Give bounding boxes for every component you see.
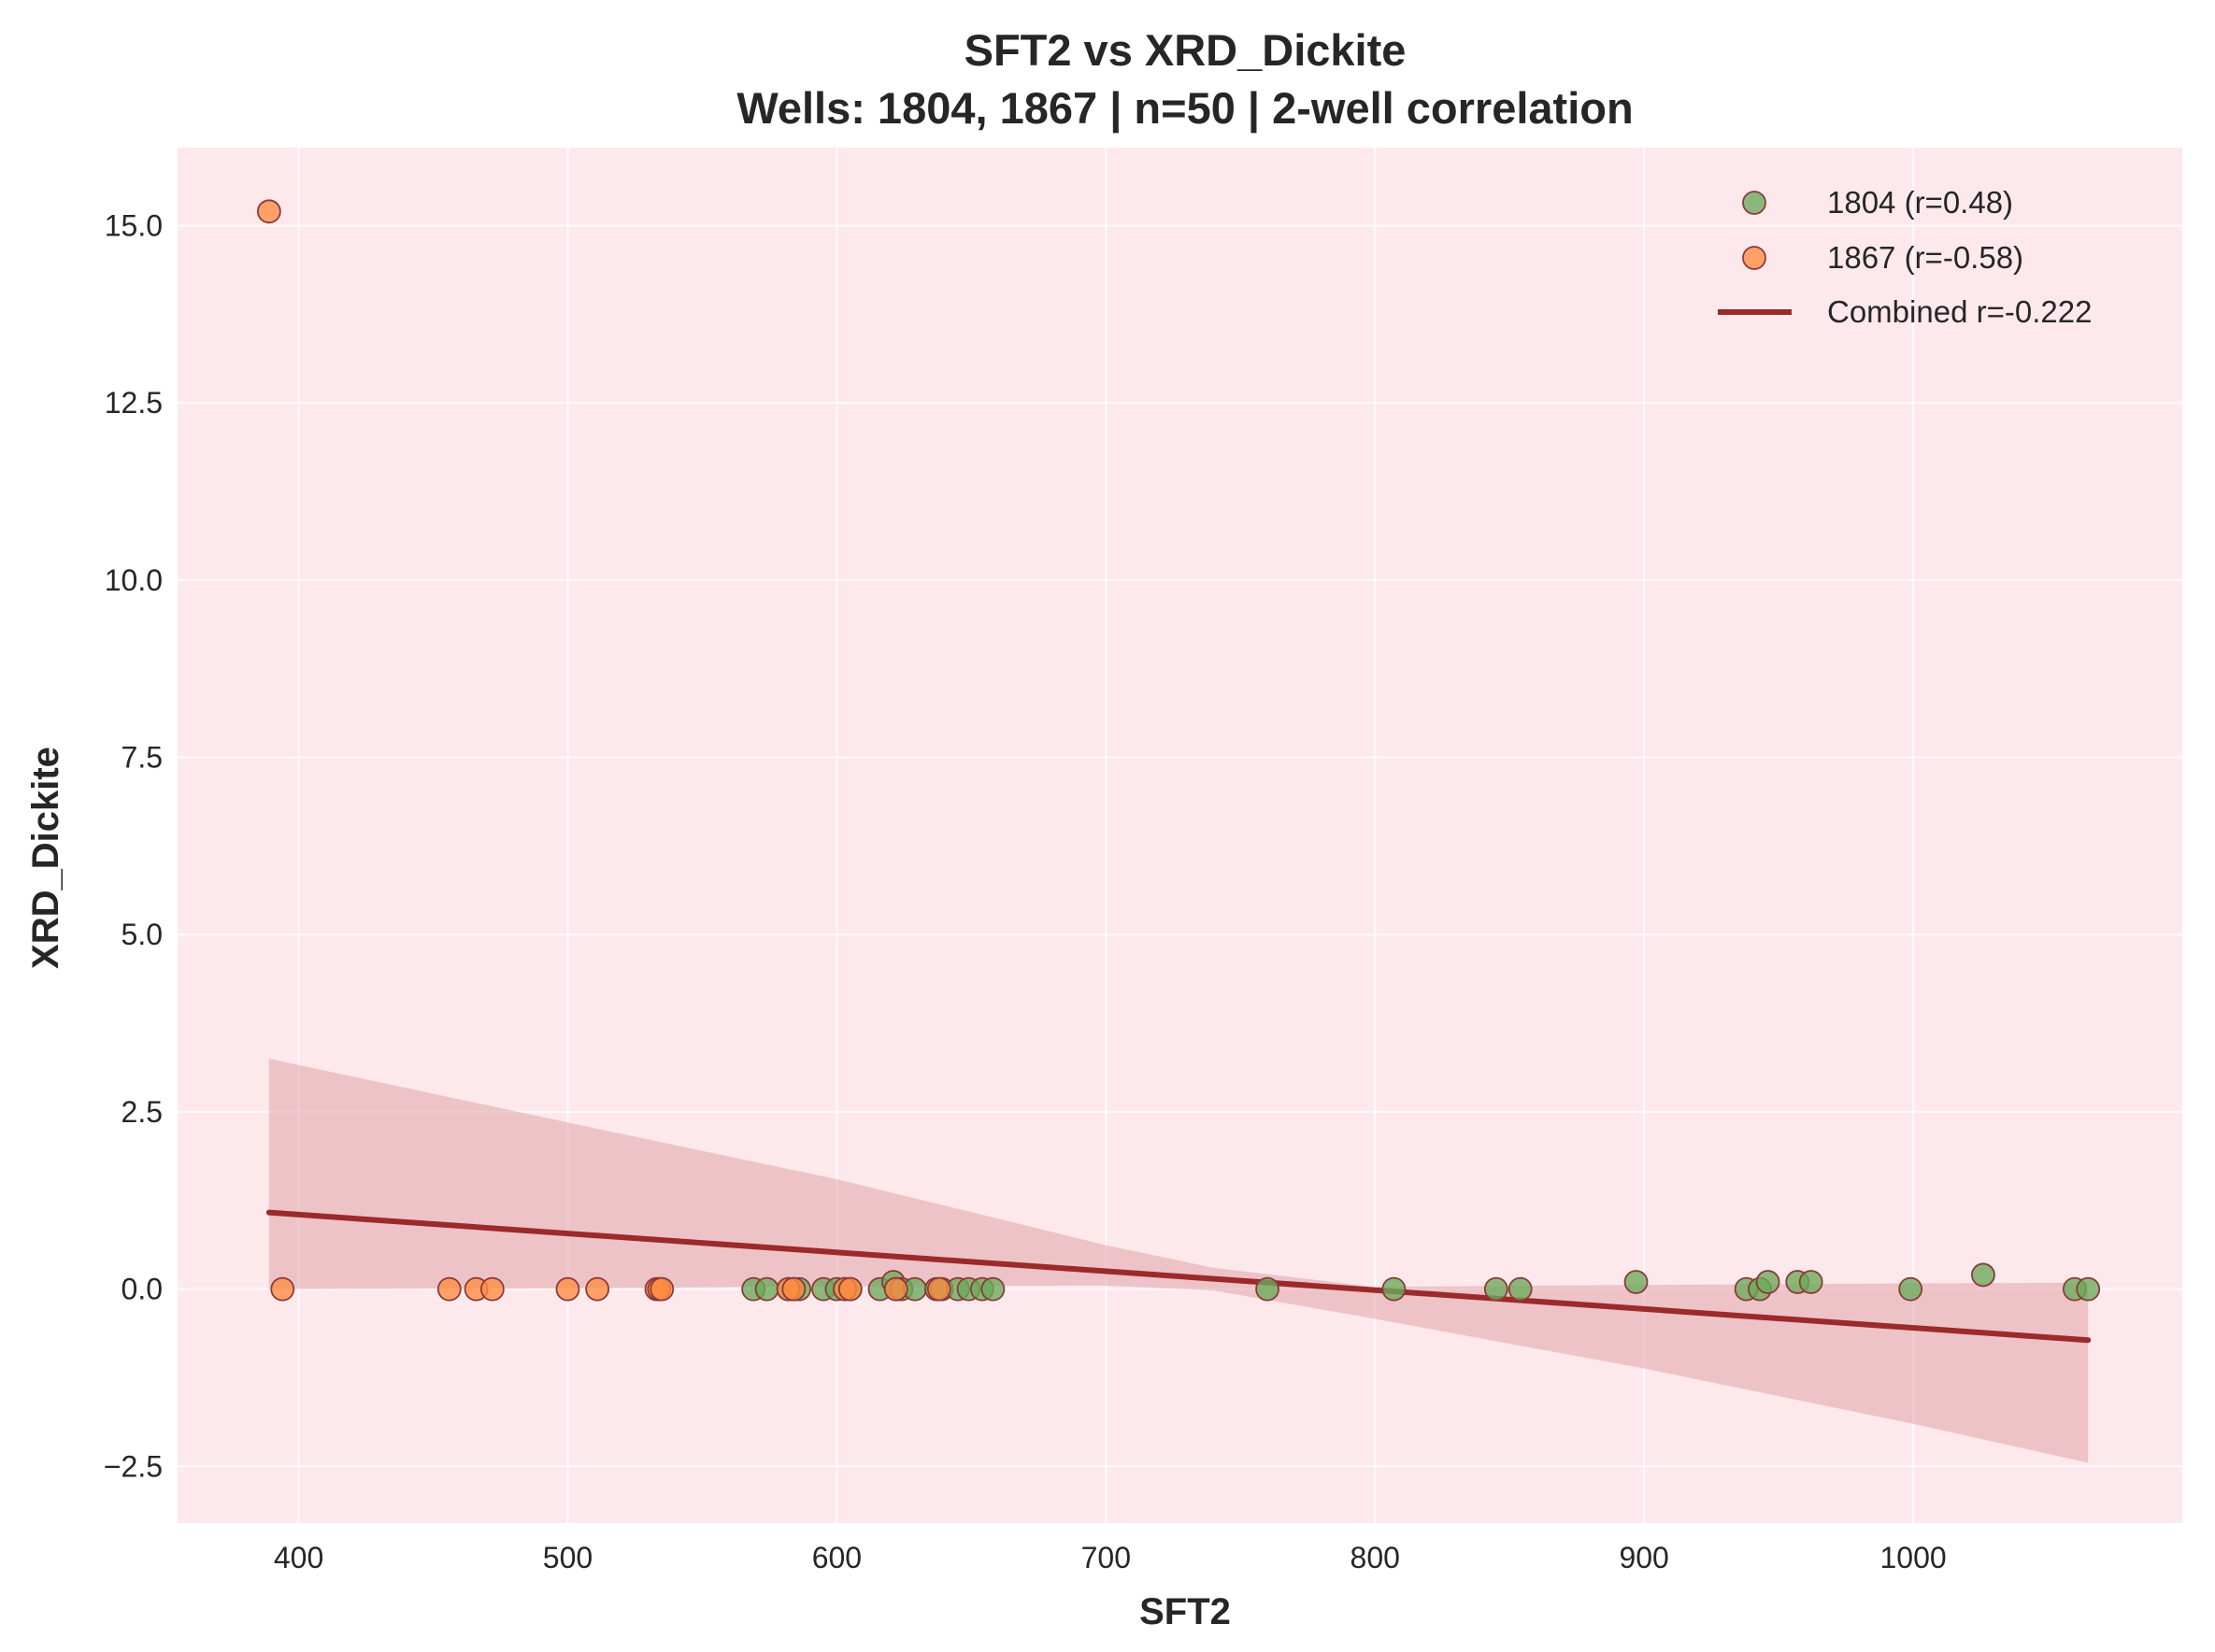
y-tick-label: 0.0 [121,1273,163,1306]
legend-marker-series-1 [1742,191,1766,215]
x-tick-label: 600 [812,1541,862,1574]
x-tick-label: 900 [1619,1541,1668,1574]
x-tick-label: 800 [1350,1541,1400,1574]
regression-line [265,1209,2092,1344]
y-tick-label: −2.5 [104,1449,163,1483]
data-point-series-1 [1381,1276,1407,1302]
legend: 1804 (r=0.48) 1867 (r=-0.58) Combined r=-0… [1718,185,2092,329]
chart-title-line2: Wells: 1804, 1867 | n=50 | 2-well correl… [736,83,1633,133]
data-point-series-2 [926,1276,951,1302]
y-axis-ticks: −2.5 0.0 2.5 5.0 7.5 10.0 12.5 15.0 [104,208,163,1483]
data-point-series-1 [1483,1276,1508,1302]
data-point-series-2 [270,1276,295,1302]
data-point-series-2 [256,199,281,224]
y-tick-label: 5.0 [121,918,163,951]
chart-title-line1: SFT2 vs XRD_Dickite [965,25,1407,75]
data-point-series-2 [555,1276,580,1302]
legend-label-series-2: 1867 (r=-0.58) [1827,240,2023,275]
regression-line-layer [265,1209,2092,1344]
data-point-series-1 [1798,1270,1823,1294]
data-point-series-2 [837,1276,863,1302]
data-point-series-2 [650,1276,675,1302]
data-point-series-2 [585,1276,610,1302]
y-tick-label: 15.0 [105,208,163,242]
data-point-series-2 [883,1276,908,1302]
data-points-layer [256,199,2101,1302]
x-tick-label: 700 [1081,1541,1131,1574]
x-axis-label: SFT2 [1139,1591,1231,1632]
confidence-band-layer [268,1059,2089,1463]
data-point-series-1 [980,1276,1006,1302]
data-point-series-1 [1971,1262,1995,1288]
data-point-series-1 [2076,1276,2101,1302]
y-tick-label: 7.5 [121,741,163,775]
x-tick-label: 500 [543,1541,593,1574]
legend-marker-series-2 [1742,246,1766,270]
y-axis-label: XRD_Dickite [25,747,66,969]
data-point-series-1 [754,1276,779,1302]
data-point-series-2 [436,1276,462,1302]
data-point-series-1 [1255,1276,1279,1302]
data-point-series-2 [781,1276,807,1302]
y-tick-label: 12.5 [105,386,163,420]
x-tick-label: 1000 [1879,1541,1946,1574]
grid-lines [178,148,2182,1523]
legend-label-series-1: 1804 (r=0.48) [1827,185,2013,220]
confidence-band [268,1059,2089,1463]
plot-area [178,148,2182,1523]
data-point-series-1 [1898,1276,1923,1302]
data-point-series-1 [1755,1270,1780,1294]
data-point-series-1 [1508,1276,1533,1302]
y-tick-label: 2.5 [121,1095,163,1129]
y-tick-label: 10.0 [105,563,163,597]
x-axis-ticks: 400 500 600 700 800 900 1000 [274,1541,1947,1574]
data-point-series-1 [1623,1270,1649,1294]
x-tick-label: 400 [274,1541,323,1574]
data-point-series-2 [479,1276,505,1302]
legend-label-regression: Combined r=-0.222 [1827,294,2092,329]
